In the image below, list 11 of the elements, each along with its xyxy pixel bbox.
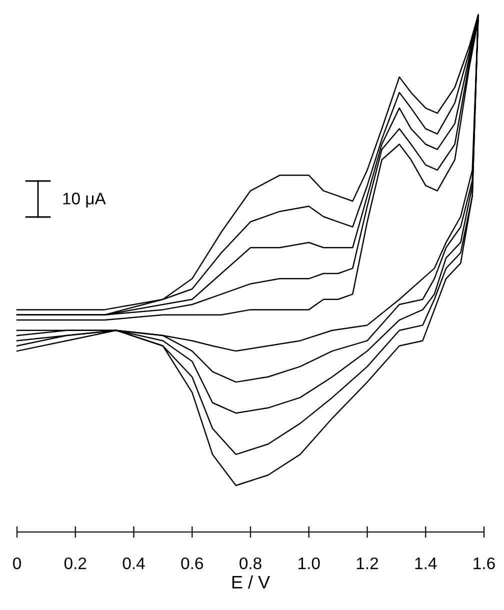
x-tick-label: 0.6 <box>181 557 203 570</box>
x-tick-label: 1.6 <box>474 557 495 570</box>
x-tick-label: 0.2 <box>64 557 86 570</box>
x-tick-label: 1.4 <box>415 558 437 570</box>
x-tick-label: 1.2 <box>356 557 378 570</box>
x-tick-label: 1.0 <box>298 557 320 570</box>
x-axis-title: E / V <box>232 575 270 589</box>
annotation: 10 μA <box>63 192 106 208</box>
x-tick-label: 0.8 <box>240 557 262 570</box>
x-tick-label: 0.4 <box>122 557 145 570</box>
x-tick-label: 0 <box>13 557 21 570</box>
